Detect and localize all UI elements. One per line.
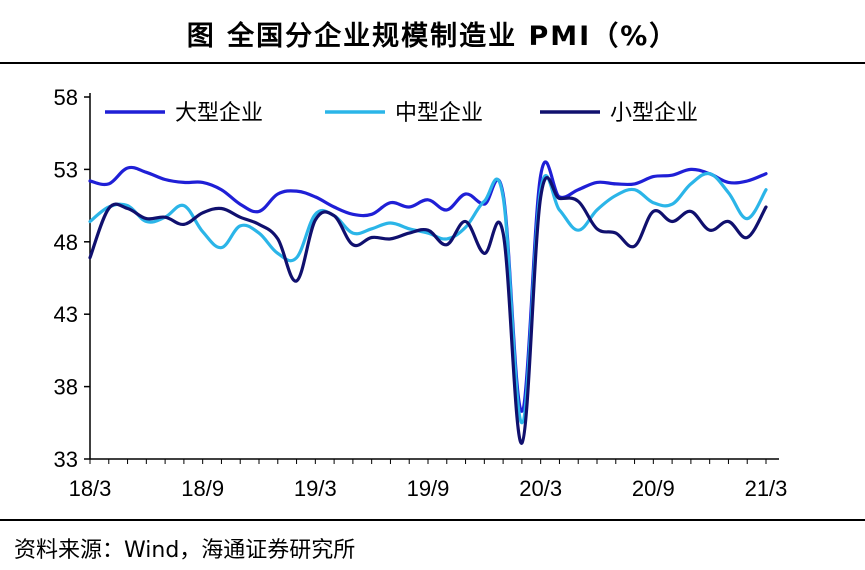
y-tick-label: 58: [54, 85, 78, 110]
x-tick-label: 18/9: [181, 476, 224, 501]
x-tick-label: 20/9: [632, 476, 675, 501]
legend-label-1: 大型企业: [175, 101, 263, 126]
x-tick-label: 18/3: [69, 476, 112, 501]
series-line-1: [88, 160, 768, 413]
x-tick-label: 20/3: [519, 476, 562, 501]
chart-axes: 33 38 43 48 53 58 18/3 18/9 19/3 19/9 20/3 20/9 21/3: [54, 85, 788, 501]
y-tick-label: 43: [54, 302, 78, 327]
source-divider: [0, 519, 865, 521]
y-tick-label: 53: [54, 157, 78, 182]
y-tick-label: 38: [54, 375, 78, 400]
source-note: 资料来源：Wind，海通证券研究所: [14, 538, 356, 563]
x-tick-label: 19/9: [407, 476, 450, 501]
y-tick-label: 33: [54, 447, 78, 472]
series-line-2: [88, 171, 768, 425]
chart-legend: 大型企业 中型企业 小型企业: [105, 101, 698, 126]
title-divider: [0, 62, 865, 64]
legend-label-3: 小型企业: [610, 101, 698, 126]
series-line-3: [88, 176, 768, 445]
y-tick-label: 48: [54, 230, 78, 255]
x-tick-label: 19/3: [294, 476, 337, 501]
chart-title: 图 全国分企业规模制造业 PMI（%）: [186, 21, 679, 52]
pmi-line-chart: 33 38 43 48 53 58 18/3 18/9 19/3 19/9 20/3 20/9 21/3…: [54, 85, 788, 501]
series-lines: [88, 160, 768, 445]
x-tick-label: 21/3: [745, 476, 788, 501]
legend-label-2: 中型企业: [395, 101, 483, 126]
